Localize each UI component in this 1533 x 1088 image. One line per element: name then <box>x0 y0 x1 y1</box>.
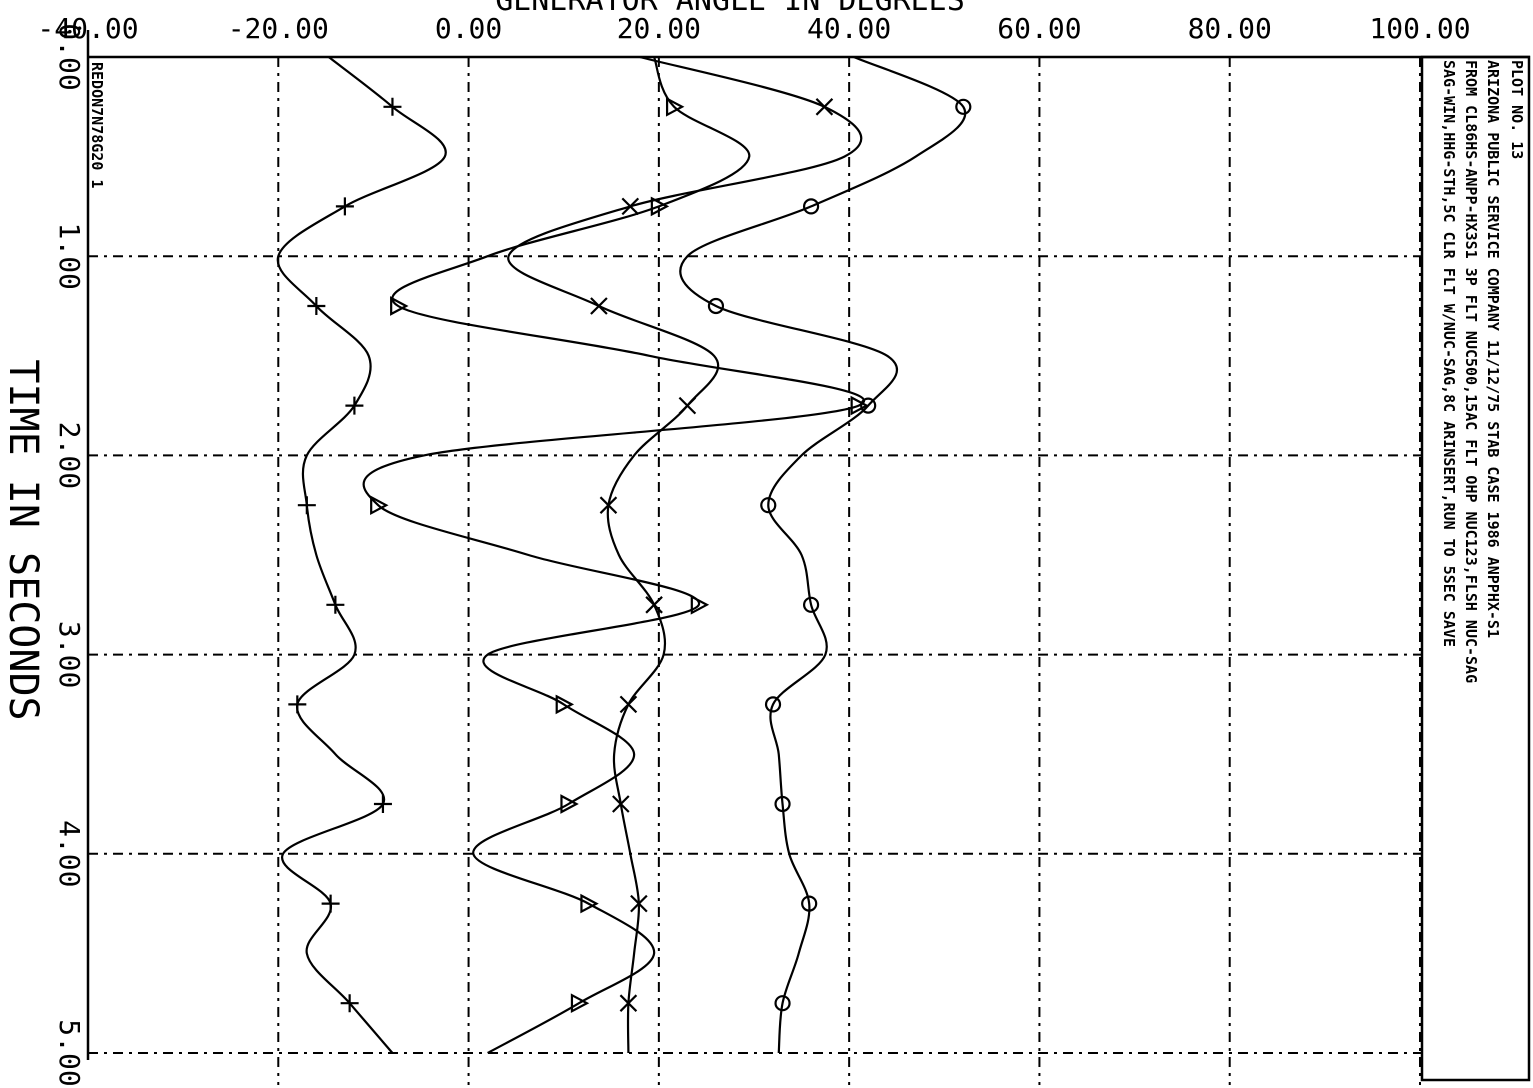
data-point <box>802 596 820 613</box>
data-point <box>321 894 340 913</box>
data-point <box>297 496 316 515</box>
note: ARIZONA PUBLIC SERVICE COMPANY 11/12/75 … <box>1484 60 1502 638</box>
data-point <box>815 98 834 116</box>
note: SAG-WIN,HHG-STH,5C CLR FLT W/NUC-SAG,8C … <box>1440 60 1458 647</box>
data-point <box>580 893 599 914</box>
data-point <box>621 197 640 216</box>
series-line <box>507 55 863 1054</box>
x-axis-title: TIME IN SECONDS <box>0 359 46 720</box>
y-tick-label: 20.00 <box>617 12 701 45</box>
data-point <box>345 396 364 415</box>
data-point <box>383 97 402 116</box>
data-point <box>335 197 354 216</box>
x-tick-label: 1.00 <box>53 222 86 289</box>
data-point <box>707 297 725 315</box>
data-point <box>340 994 359 1013</box>
data-point <box>373 795 392 813</box>
data-point <box>370 495 389 516</box>
y-tick-label: -20.00 <box>228 12 329 45</box>
chart-title: GENERATOR ANGLE IN DEGREES <box>495 0 965 18</box>
data-point <box>390 296 409 316</box>
data-point <box>555 694 575 715</box>
data-point <box>326 595 345 614</box>
data-point <box>760 497 777 514</box>
data-point <box>774 995 791 1012</box>
data-point <box>764 696 782 713</box>
y-tick-label: 40.00 <box>807 12 891 45</box>
data-point <box>850 395 869 416</box>
data-point <box>590 297 608 315</box>
data-point <box>619 994 638 1012</box>
data-point <box>774 795 791 813</box>
data-point <box>307 297 326 315</box>
data-point <box>619 695 638 714</box>
data-point <box>802 198 820 215</box>
data-point <box>570 993 590 1014</box>
x-tick-label: 4.00 <box>53 820 86 887</box>
data-point <box>612 795 630 813</box>
series-line <box>276 56 447 1054</box>
x-tick-label: 2.00 <box>53 422 86 489</box>
data-point <box>630 894 648 913</box>
data-point <box>678 396 697 415</box>
data-point <box>690 594 710 615</box>
data-point <box>801 895 818 912</box>
data-point <box>599 496 618 514</box>
data-point <box>288 695 307 714</box>
note: PLOT NO. 13 <box>1508 60 1526 159</box>
y-tick-label: 80.00 <box>1188 12 1272 45</box>
y-tick-label: 0.00 <box>435 12 502 45</box>
series-line <box>362 56 866 1054</box>
x-tick-label: 3.00 <box>53 621 86 688</box>
data-point <box>645 596 663 614</box>
x-tick-label: 0.00 <box>53 23 86 90</box>
info-box <box>1420 55 1531 1082</box>
x-tick-label: 5.00 <box>53 1019 86 1086</box>
y-tick-label: -40.00 <box>37 12 138 45</box>
data-point <box>650 196 670 217</box>
data-point <box>860 397 877 414</box>
y-tick-label: 100.00 <box>1369 12 1470 45</box>
y-tick-label: 60.00 <box>997 12 1081 45</box>
data-point <box>665 96 685 117</box>
series-line <box>679 55 967 1054</box>
note: FROM CL86HS-ANPP-HX3S1 3P FLT NUC500,15A… <box>1462 60 1480 683</box>
data-point <box>560 794 579 814</box>
data-point <box>955 98 972 115</box>
run-label: REDON7N78G20 1 <box>88 62 106 188</box>
